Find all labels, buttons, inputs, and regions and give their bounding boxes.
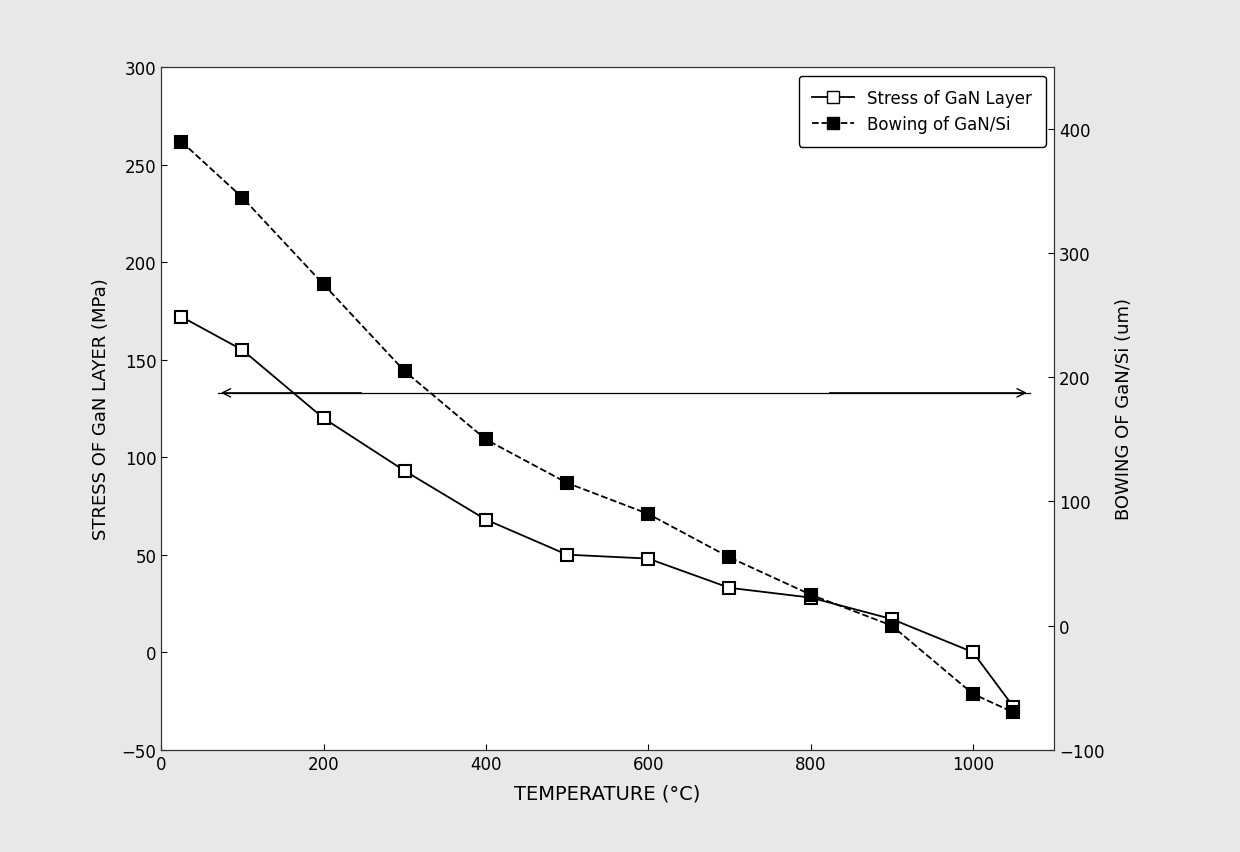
Stress of GaN Layer	[804, 593, 818, 603]
Bowing of GaN/Si	[966, 689, 981, 699]
Stress of GaN Layer	[479, 515, 494, 525]
Y-axis label: BOWING OF GaN/Si (um): BOWING OF GaN/Si (um)	[1116, 298, 1133, 520]
Stress of GaN Layer	[884, 614, 899, 625]
Stress of GaN Layer	[397, 466, 412, 476]
Bowing of GaN/Si	[884, 621, 899, 631]
Stress of GaN Layer	[174, 313, 188, 323]
X-axis label: TEMPERATURE (°C): TEMPERATURE (°C)	[515, 784, 701, 803]
Stress of GaN Layer	[722, 583, 737, 593]
Y-axis label: STRESS OF GaN LAYER (MPa): STRESS OF GaN LAYER (MPa)	[92, 279, 110, 539]
Stress of GaN Layer	[316, 413, 331, 423]
Legend: Stress of GaN Layer, Bowing of GaN/Si: Stress of GaN Layer, Bowing of GaN/Si	[799, 77, 1045, 147]
Stress of GaN Layer	[1006, 702, 1021, 712]
Bowing of GaN/Si	[641, 509, 656, 520]
Bowing of GaN/Si	[316, 280, 331, 291]
Bowing of GaN/Si	[804, 590, 818, 600]
Bowing of GaN/Si	[479, 435, 494, 445]
Line: Bowing of GaN/Si: Bowing of GaN/Si	[175, 136, 1019, 719]
Bowing of GaN/Si	[397, 366, 412, 377]
Stress of GaN Layer	[641, 554, 656, 564]
Bowing of GaN/Si	[559, 478, 574, 488]
Stress of GaN Layer	[234, 345, 249, 355]
Bowing of GaN/Si	[1006, 707, 1021, 717]
Bowing of GaN/Si	[174, 137, 188, 147]
Line: Stress of GaN Layer: Stress of GaN Layer	[175, 311, 1019, 713]
Bowing of GaN/Si	[722, 553, 737, 563]
Bowing of GaN/Si	[234, 193, 249, 204]
Stress of GaN Layer	[966, 648, 981, 658]
Stress of GaN Layer	[559, 550, 574, 560]
